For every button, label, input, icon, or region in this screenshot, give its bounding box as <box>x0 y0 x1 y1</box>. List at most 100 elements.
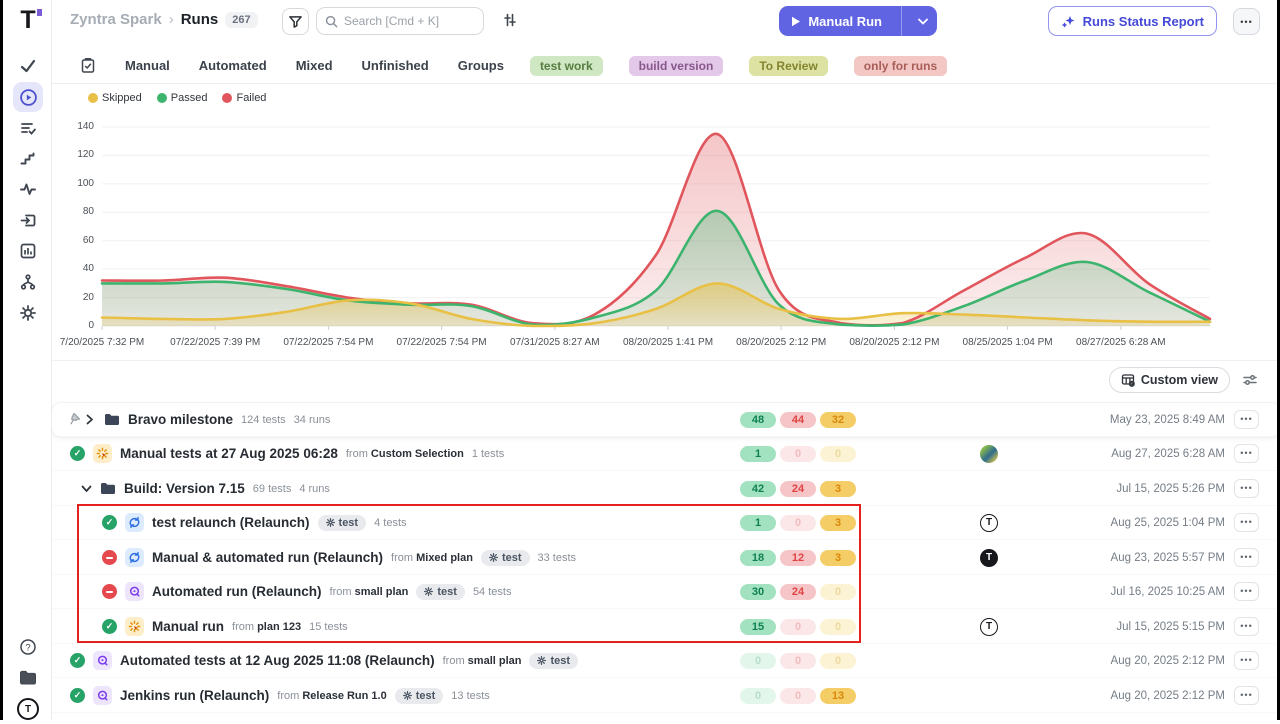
plans-list-icon[interactable] <box>13 113 43 143</box>
tag-pill[interactable]: test <box>416 583 465 600</box>
run-row[interactable]: Automated tests at 12 Aug 2025 11:08 (Re… <box>52 644 1280 678</box>
run-title[interactable]: Jenkins run (Relaunch) <box>120 688 270 703</box>
status-passed-icon <box>70 653 85 668</box>
legend-failed[interactable]: Failed <box>222 92 266 104</box>
avatar[interactable]: T <box>980 548 998 567</box>
breadcrumb-project[interactable]: Zyntra Spark <box>70 11 162 28</box>
custom-view-button[interactable]: Custom view <box>1108 367 1230 393</box>
tag-only-for-runs[interactable]: only for runs <box>853 55 948 76</box>
search-settings-icon[interactable] <box>502 12 518 28</box>
failed-badge: 0 <box>780 445 816 462</box>
x-axis-label: 07/22/2025 7:54 PM <box>283 337 374 348</box>
search-box[interactable] <box>316 7 484 35</box>
runs-status-report-button[interactable]: Runs Status Report <box>1047 6 1217 36</box>
run-title[interactable]: Manual tests at 27 Aug 2025 06:28 <box>120 446 338 461</box>
run-row[interactable]: Manual & automated run (Relaunch) from M… <box>52 541 1280 575</box>
search-icon <box>325 15 338 28</box>
header-more-button[interactable]: ••• <box>1233 8 1260 35</box>
runs-area-chart: 0 20 40 60 80 100 120 140 <box>70 118 1218 331</box>
run-date: Aug 27, 2025 6:28 AM <box>1111 447 1225 460</box>
tag-pill[interactable]: test <box>317 514 367 531</box>
tests-check-icon[interactable] <box>13 51 43 81</box>
automation-icon <box>125 582 144 601</box>
search-input[interactable] <box>344 14 464 28</box>
run-row[interactable]: Automated run (Relaunch) from small plan… <box>52 575 1280 609</box>
run-row[interactable]: test relaunch (Relaunch) test 4 tests 1 … <box>52 506 1280 540</box>
result-badges: 0 0 0 <box>740 652 856 669</box>
avatar[interactable]: T <box>980 617 998 636</box>
legend-passed[interactable]: Passed <box>156 92 207 104</box>
passed-badge: 0 <box>740 652 776 669</box>
run-row[interactable]: Manual tests at 27 Aug 2025 06:28 from C… <box>52 437 1280 471</box>
help-icon[interactable]: ? <box>13 632 43 662</box>
user-avatar[interactable]: T <box>13 694 43 724</box>
run-title[interactable]: Manual run <box>152 619 225 634</box>
avatar[interactable]: T <box>980 513 998 532</box>
run-title[interactable]: Manual & automated run (Relaunch) <box>152 550 384 565</box>
skipped-badge: 0 <box>820 445 856 462</box>
result-badges: 18 12 3 <box>740 549 856 566</box>
folder-row[interactable]: Bravo milestone 124 tests 34 runs 48 44 … <box>52 403 1280 437</box>
app-logo[interactable]: T <box>15 6 42 34</box>
failed-badge: 44 <box>780 411 816 428</box>
row-more-button[interactable]: ••• <box>1234 444 1259 463</box>
projects-folder-icon[interactable] <box>13 662 43 692</box>
tag-build-version[interactable]: build version <box>628 55 724 76</box>
milestones-steps-icon[interactable] <box>13 143 43 173</box>
failed-badge: 0 <box>780 652 816 669</box>
folder-title[interactable]: Build: Version 7.15 <box>124 481 245 496</box>
filter-button[interactable] <box>282 8 309 35</box>
import-icon[interactable] <box>13 205 43 235</box>
y-axis-label: 60 <box>82 234 94 246</box>
y-axis-label: 120 <box>77 149 94 161</box>
row-more-button[interactable]: ••• <box>1234 410 1259 429</box>
status-passed-icon <box>70 446 85 461</box>
tab-manual[interactable]: Manual <box>125 58 170 73</box>
branches-icon[interactable] <box>13 267 43 297</box>
tag-pill[interactable]: test <box>529 652 579 669</box>
row-more-button[interactable]: ••• <box>1234 651 1259 670</box>
run-row[interactable]: Jenkins run (Relaunch) from Release Run … <box>52 679 1280 713</box>
legend-skipped[interactable]: Skipped <box>88 92 142 104</box>
run-date: Jul 15, 2025 5:15 PM <box>1116 620 1225 633</box>
manual-run-dropdown[interactable] <box>909 6 937 36</box>
tab-unfinished[interactable]: Unfinished <box>361 58 429 73</box>
activity-pulse-icon[interactable] <box>13 174 43 204</box>
settings-gear-icon[interactable] <box>13 298 43 328</box>
run-row[interactable]: Manual run from plan 123 15 tests 15 0 0… <box>52 610 1280 644</box>
run-title[interactable]: test relaunch (Relaunch) <box>152 515 310 530</box>
tag-test-work[interactable]: test work <box>529 55 603 76</box>
pin-icon[interactable] <box>70 412 81 425</box>
failed-badge: 0 <box>780 514 816 531</box>
manual-run-button[interactable]: Manual Run <box>779 6 937 36</box>
tag-to-review[interactable]: To Review <box>749 55 828 76</box>
passed-badge: 18 <box>740 549 776 566</box>
reports-chart-icon[interactable] <box>13 236 43 266</box>
chevron-right-icon[interactable] <box>84 414 96 425</box>
row-more-button[interactable]: ••• <box>1234 513 1259 532</box>
tab-automated[interactable]: Automated <box>198 58 267 73</box>
runs-play-icon[interactable] <box>13 82 43 112</box>
tab-mixed[interactable]: Mixed <box>295 58 333 73</box>
failed-badge: 0 <box>780 618 816 635</box>
tab-groups[interactable]: Groups <box>457 58 504 73</box>
row-more-button[interactable]: ••• <box>1234 479 1259 498</box>
chevron-down-icon[interactable] <box>80 485 92 493</box>
tag-pill[interactable]: test <box>480 549 530 566</box>
skipped-badge: 0 <box>820 652 856 669</box>
folder-row[interactable]: Build: Version 7.15 69 tests 4 runs 42 2… <box>52 472 1280 506</box>
row-more-button[interactable]: ••• <box>1234 582 1259 601</box>
folder-title[interactable]: Bravo milestone <box>128 412 234 427</box>
row-more-button[interactable]: ••• <box>1234 617 1259 636</box>
row-more-button[interactable]: ••• <box>1234 686 1259 705</box>
run-title[interactable]: Automated run (Relaunch) <box>152 584 322 599</box>
view-options-icon[interactable] <box>1242 373 1258 387</box>
tag-pill[interactable]: test <box>394 687 444 704</box>
avatar[interactable] <box>980 444 998 463</box>
failed-badge: 0 <box>780 687 816 704</box>
clipboard-check-icon[interactable] <box>80 57 96 74</box>
row-more-button[interactable]: ••• <box>1234 548 1259 567</box>
svg-text:?: ? <box>25 642 30 653</box>
run-title[interactable]: Automated tests at 12 Aug 2025 11:08 (Re… <box>120 653 435 668</box>
x-axis-label: 07/31/2025 8:27 AM <box>510 337 600 348</box>
